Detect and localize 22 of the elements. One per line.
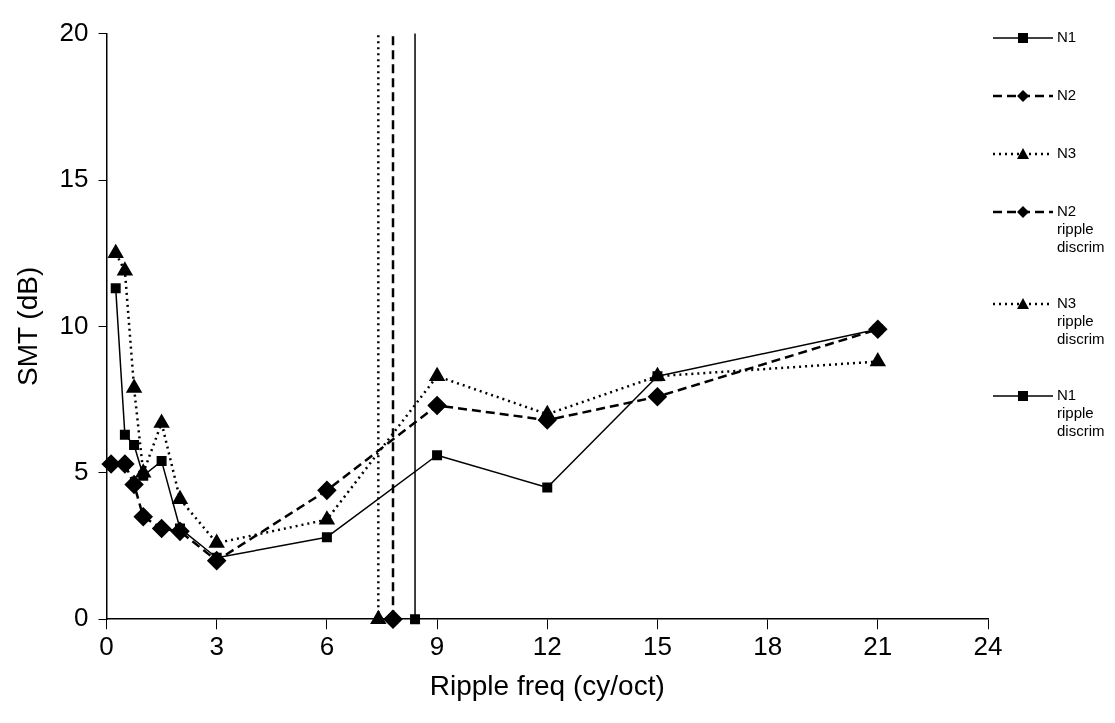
y-axis-title: SMT (dB) [11,266,43,387]
legend-label: N2 [1057,86,1078,104]
y-tick-label: 15 [59,163,89,194]
legend-label: N3 [1057,144,1078,162]
y-tick-label: 0 [74,602,89,633]
x-tick-label: 21 [863,630,893,661]
x-tick-label: 0 [99,630,114,661]
x-tick-label: 6 [319,630,335,661]
legend-label: N2 ripple discrim [1057,202,1106,256]
x-tick-label: 15 [642,630,672,661]
y-tick-label: 5 [74,455,89,486]
y-tick-label: 20 [59,16,89,47]
x-tick-label: 12 [532,630,562,661]
x-tick-label: 3 [209,630,224,661]
legend-label: N1 [1057,28,1078,46]
y-tick-label: 10 [59,309,89,340]
x-tick-label: 18 [753,630,783,661]
x-axis-title: Ripple freq (cy/oct) [429,669,665,701]
legend-label: N1 ripple discrim [1057,386,1106,440]
legend-label: N3 ripple discrim [1057,294,1106,348]
x-tick-label: 24 [973,630,1003,661]
x-tick-label: 9 [429,630,445,661]
